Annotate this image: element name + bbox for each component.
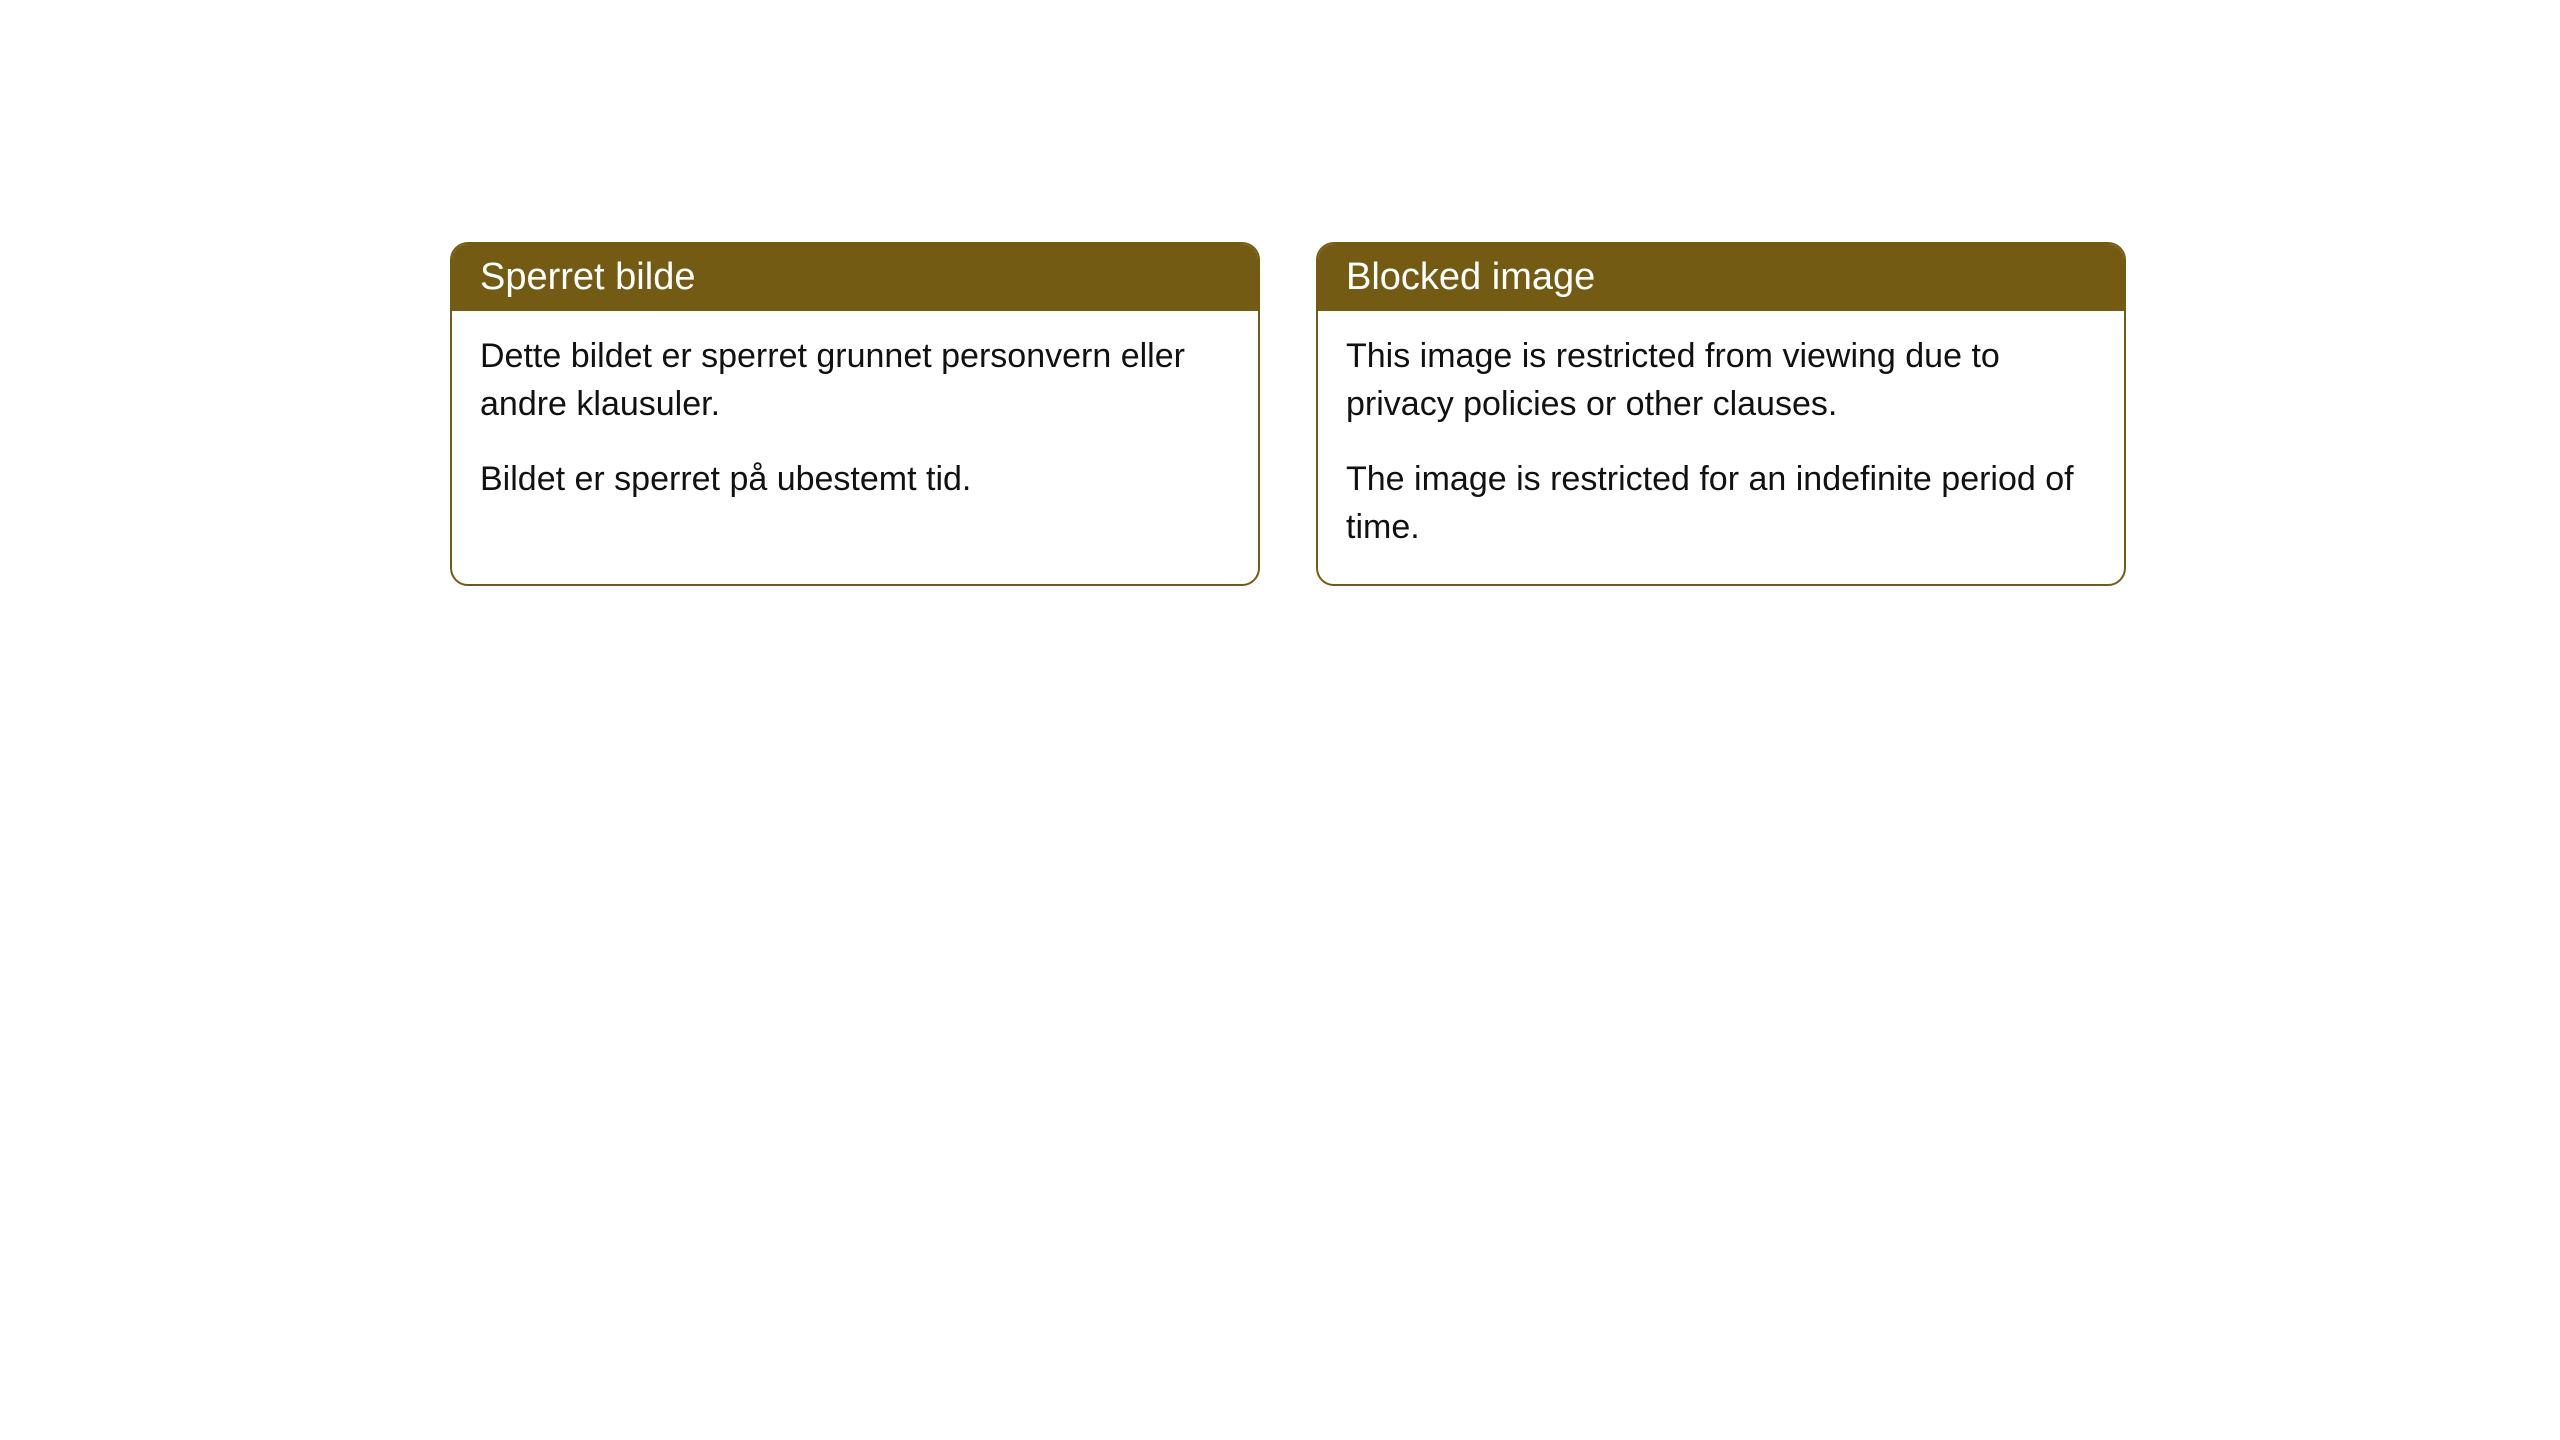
notice-text-2-norwegian: Bildet er sperret på ubestemt tid. xyxy=(480,456,1230,504)
notice-text-1-english: This image is restricted from viewing du… xyxy=(1346,333,2096,428)
notice-container: Sperret bilde Dette bildet er sperret gr… xyxy=(0,0,2560,586)
notice-card-english: Blocked image This image is restricted f… xyxy=(1316,242,2126,586)
card-body-norwegian: Dette bildet er sperret grunnet personve… xyxy=(452,311,1258,544)
notice-text-2-english: The image is restricted for an indefinit… xyxy=(1346,456,2096,551)
notice-card-norwegian: Sperret bilde Dette bildet er sperret gr… xyxy=(450,242,1260,586)
card-header-norwegian: Sperret bilde xyxy=(452,244,1258,311)
notice-text-1-norwegian: Dette bildet er sperret grunnet personve… xyxy=(480,333,1230,428)
card-header-english: Blocked image xyxy=(1318,244,2124,311)
card-body-english: This image is restricted from viewing du… xyxy=(1318,311,2124,586)
